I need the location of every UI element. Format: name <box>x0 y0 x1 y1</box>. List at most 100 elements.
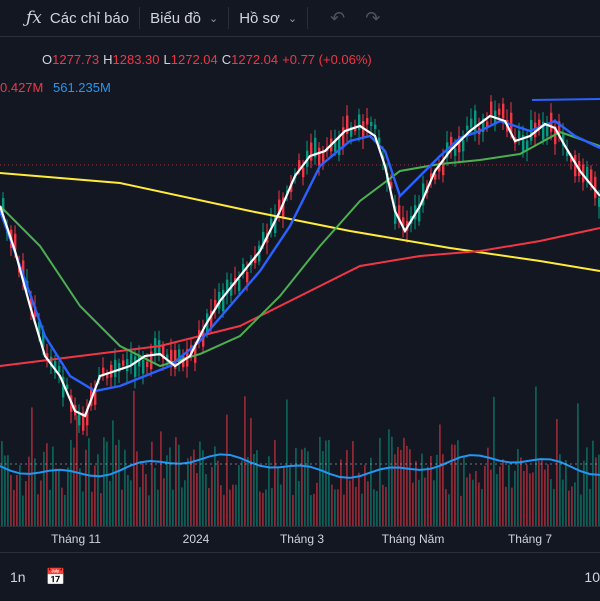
volume-bar <box>40 480 42 526</box>
candle-body <box>466 125 469 130</box>
candle-body <box>282 197 285 219</box>
volume-bar <box>304 447 306 526</box>
time-axis[interactable]: Tháng 11 2024 Tháng 3 Tháng Năm Tháng 7 <box>0 526 600 553</box>
volume-bar <box>550 479 552 526</box>
volume-bar <box>490 469 492 526</box>
candle-body <box>438 165 441 172</box>
volume-bar <box>139 487 141 526</box>
volume-bar <box>298 481 300 526</box>
candle-body <box>222 289 225 312</box>
volume-bar <box>211 467 213 526</box>
volume-ma-line <box>0 453 600 479</box>
toolbar-divider <box>307 7 309 29</box>
volume-bar <box>109 480 111 526</box>
candle-body <box>278 199 281 215</box>
volume-bar <box>322 451 324 526</box>
volume-bar <box>226 414 228 526</box>
volume-bar <box>301 449 303 526</box>
volume-value: 0.427M <box>0 80 44 95</box>
volume-bar <box>151 441 153 526</box>
x-label: Tháng 7 <box>507 532 553 546</box>
volume-bar <box>16 474 18 526</box>
price-chart[interactable] <box>0 36 600 526</box>
candle-body <box>462 140 465 152</box>
volume-bar <box>175 437 177 526</box>
candle-body <box>178 349 181 364</box>
candle-body <box>190 345 193 357</box>
volume-bar <box>127 474 129 526</box>
candle-body <box>66 384 69 390</box>
candle-body <box>570 157 573 162</box>
calendar-range-icon[interactable]: 📅 <box>45 569 66 586</box>
candle-body <box>318 147 321 166</box>
candle-body <box>458 136 461 153</box>
candle-body <box>598 197 600 207</box>
undo-icon[interactable]: ↶ <box>330 7 346 28</box>
volume-bar <box>472 479 474 526</box>
trend-line <box>531 98 600 101</box>
volume-bar <box>37 494 39 526</box>
ma-green-line <box>0 130 600 368</box>
volume-bar <box>250 417 252 526</box>
volume-bar <box>256 450 258 526</box>
change-value: +0.77 (+0.06%) <box>282 52 372 67</box>
candle-body <box>562 134 565 146</box>
volume-bar <box>523 470 525 526</box>
volume-bar <box>118 439 120 526</box>
volume-bar <box>46 443 48 526</box>
volume-bar <box>145 474 147 526</box>
candle-body <box>174 349 177 369</box>
volume-bar <box>277 467 279 526</box>
candle-body <box>398 205 401 222</box>
chart-type-button[interactable]: Biểu đồ ⌄ <box>140 0 228 36</box>
volume-bar <box>166 455 168 526</box>
candle-body <box>450 136 453 150</box>
candle-body <box>586 166 589 181</box>
volume-bar <box>223 494 225 526</box>
volume-bar <box>115 445 117 526</box>
volume-bar <box>163 478 165 526</box>
volume-bar <box>439 424 441 526</box>
volume-bar <box>517 449 519 526</box>
volume-bar <box>577 403 579 526</box>
volume-bar <box>13 489 15 526</box>
indicators-button[interactable]: ƒx Các chỉ báo <box>0 0 139 36</box>
profile-button[interactable]: Hồ sơ ⌄ <box>229 0 307 36</box>
volume-legend: 0.427M 561.235M <box>0 80 111 95</box>
volume-bar <box>334 489 336 526</box>
volume-bar <box>436 454 438 526</box>
ma-red-line <box>0 227 600 367</box>
candle-body <box>486 121 489 128</box>
volume-bar <box>76 415 78 526</box>
volume-bar <box>199 441 201 526</box>
ohlc-legend: O1277.73 H1283.30 L1272.04 C1272.04 +0.7… <box>0 52 372 67</box>
candle-body <box>470 118 473 128</box>
redo-icon[interactable]: ↷ <box>365 7 381 28</box>
candle-body <box>538 119 541 127</box>
volume-bar <box>367 481 369 526</box>
volume-bar <box>526 464 528 526</box>
candle-body <box>422 183 425 206</box>
bottom-right-text: 10 <box>584 569 600 585</box>
volume-bar <box>34 458 36 526</box>
candle-body <box>334 139 337 152</box>
interval-button[interactable]: 1n <box>10 569 26 585</box>
volume-bar <box>541 460 543 526</box>
volume-bar <box>271 488 273 526</box>
candle-body <box>94 391 97 405</box>
profile-label: Hồ sơ <box>239 9 280 27</box>
volume-bar <box>61 487 63 526</box>
candle-body <box>150 351 153 370</box>
candle-body <box>558 121 561 137</box>
open-value: 1277.73 <box>52 52 100 67</box>
volume-bar <box>106 441 108 526</box>
volume-bar <box>529 473 531 526</box>
volume-bar <box>295 448 297 526</box>
volume-bar <box>205 474 207 526</box>
volume-bar <box>121 489 123 526</box>
candle-body <box>526 140 529 150</box>
candle-body <box>274 215 277 234</box>
candle-body <box>350 126 353 137</box>
volume-bar <box>244 396 246 526</box>
candle-body <box>394 205 397 224</box>
